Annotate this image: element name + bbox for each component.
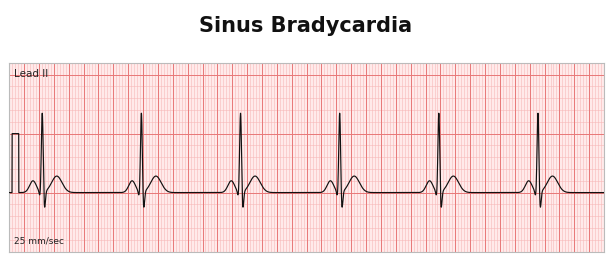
Text: Lead II: Lead II [14,69,48,79]
Text: Sinus Bradycardia: Sinus Bradycardia [200,16,412,36]
Text: 25 mm/sec: 25 mm/sec [14,237,64,246]
